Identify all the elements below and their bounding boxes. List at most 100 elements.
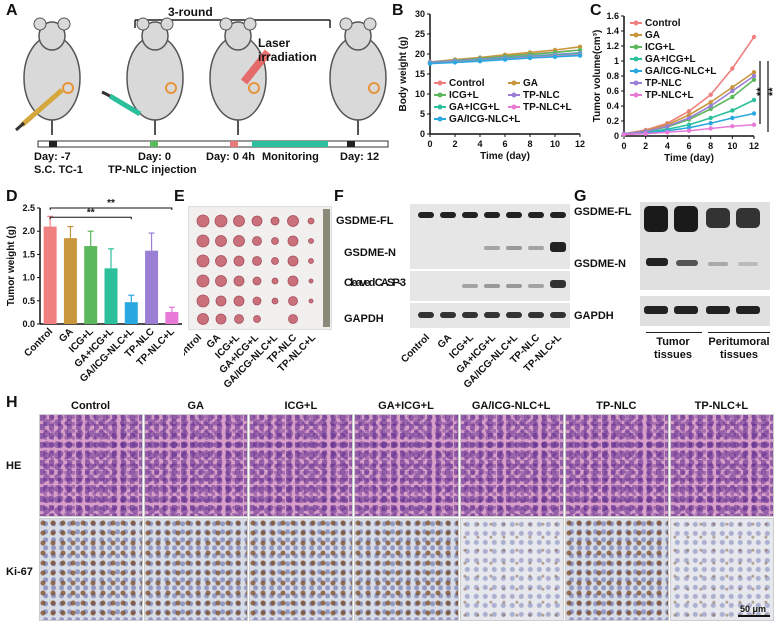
legend-entry: TP-NLC xyxy=(523,90,560,101)
legend-entry: GA+ICG+L xyxy=(449,102,500,113)
significance-mark: ** xyxy=(87,207,95,218)
blot-g-row-gapdh: GAPDH xyxy=(574,310,614,322)
significance-bracket xyxy=(49,216,132,220)
histology-row-he: HE xyxy=(6,460,22,472)
x-tick-label: 8 xyxy=(527,139,532,149)
day12-label: Day: 12 xyxy=(340,151,380,163)
ki67-stain-image xyxy=(249,518,354,621)
he-stain-image xyxy=(144,414,249,517)
legend-entry: ICG+L xyxy=(449,90,479,101)
panel-h-label: H xyxy=(6,394,18,411)
round-label: 3-round xyxy=(168,5,213,19)
panel-a-label: A xyxy=(6,2,18,19)
legend-marker xyxy=(511,92,517,98)
y-tick-label: 1.5 xyxy=(22,249,35,259)
monitoring-label: Monitoring xyxy=(262,151,319,163)
data-point xyxy=(527,55,533,61)
panel-f-label: F xyxy=(334,188,344,205)
ki67-stain-image xyxy=(564,518,669,621)
panel-a-schematic xyxy=(15,17,389,148)
y-tick-label: 10 xyxy=(415,89,425,99)
tumor-photo xyxy=(188,206,332,330)
y-tick-label: 1.4 xyxy=(606,26,619,36)
ki67-stain-image xyxy=(39,518,144,621)
column-header: GA xyxy=(187,400,204,412)
group-label: Control xyxy=(184,334,204,365)
x-tick-label: 2 xyxy=(643,141,648,151)
blot-g-row-gsdme-fl: GSDME-FL xyxy=(574,206,632,218)
column-header: GA/ICG-NLC+L xyxy=(471,400,551,412)
blot-g-row-gsdme-n: GSDME-N xyxy=(574,258,626,270)
legend-marker xyxy=(633,68,639,74)
he-stain-image xyxy=(354,414,459,517)
y-tick-label: 15 xyxy=(415,69,425,79)
legend-entry: GA xyxy=(645,30,660,41)
column-header: TP-NLC xyxy=(596,400,637,412)
legend-entry: GA xyxy=(523,78,538,89)
legend-marker xyxy=(633,32,639,38)
legend-entry: TP-NLC+L xyxy=(523,102,572,113)
scale-bar xyxy=(738,615,770,617)
legend-marker xyxy=(437,92,443,98)
panel-g-label: G xyxy=(574,188,587,205)
y-axis-label: Body weight (g) xyxy=(398,37,409,112)
y-tick-label: 25 xyxy=(415,29,425,39)
y-tick-label: 0 xyxy=(420,129,425,139)
western-blot-g xyxy=(640,202,770,326)
panel-b-label: B xyxy=(392,2,404,19)
blot-f-group-labels: Control GA ICG+L GA+ICG+L GA/ICG-NLC+L TP-NLC… xyxy=(384,332,574,392)
y-tick-label: 0.5 xyxy=(22,296,35,306)
legend-entry: GA/ICG-NLC+L xyxy=(645,66,716,77)
blot-row-gapdh: GAPDH xyxy=(344,313,384,325)
legend-entry: GA+ICG+L xyxy=(645,54,696,65)
day0-4h-label: Day: 0 4h xyxy=(206,151,255,163)
panel-c-label: C xyxy=(590,2,602,19)
legend-entry: GA/ICG-NLC+L xyxy=(449,114,520,125)
y-tick-label: 1 xyxy=(614,56,619,66)
day-minus7-label: Day: -7 xyxy=(34,151,71,163)
x-tick-label: 8 xyxy=(708,141,713,151)
x-tick-label: 4 xyxy=(477,139,482,149)
legend-marker xyxy=(633,20,639,26)
y-tick-label: 0.6 xyxy=(606,86,619,96)
blot-row-cleaved-casp3: Cleaved CASP-3 xyxy=(344,277,406,289)
y-axis-label: Tumor weight (g) xyxy=(6,226,17,306)
injection-label: TP-NLC injection xyxy=(108,164,197,176)
he-stain-image xyxy=(39,414,144,517)
y-tick-label: 2.5 xyxy=(22,203,35,213)
scale-bar-label: 50 μm xyxy=(740,604,767,614)
y-tick-label: 0.2 xyxy=(606,116,619,126)
x-tick-label: 4 xyxy=(665,141,670,151)
panel-d-label: D xyxy=(6,188,18,205)
mouse-1-icon xyxy=(15,17,81,135)
excised-tumors-image xyxy=(196,209,330,327)
legend-marker xyxy=(633,44,639,50)
data-point xyxy=(552,54,558,59)
bar-icg-l xyxy=(84,246,98,324)
tumor-photo-labels-svg: Control GAICG+LGA+ICG+LGA/ICG-NLC+LTP-NLC… xyxy=(171,332,318,390)
x-tick-label: 0 xyxy=(621,141,626,151)
significance-bracket xyxy=(49,207,173,210)
laser-label: Laser irradiation xyxy=(258,36,317,64)
y-tick-label: 20 xyxy=(415,49,425,59)
ki67-stain-image xyxy=(669,518,774,621)
column-header: Control xyxy=(71,400,111,412)
histology-grid xyxy=(38,414,774,622)
legend-marker xyxy=(511,104,517,110)
tumor-tissues-label: Tumor tissues xyxy=(654,336,692,361)
blot-row-gsdme-n: GSDME-N xyxy=(344,247,396,259)
data-point xyxy=(427,61,433,66)
x-tick-label: Control xyxy=(22,326,55,359)
blot-f-row-svg: GSDME-FL GSDME-N Cleaved CASP-3 GAPDH xyxy=(336,215,406,325)
significance-mark: ** xyxy=(107,198,115,209)
column-header: TP-NLC+L xyxy=(694,400,749,412)
y-tick-label: 0 xyxy=(614,131,619,141)
significance-mark: ** xyxy=(767,87,778,96)
y-tick-label: 0.4 xyxy=(606,101,619,111)
x-tick-label: 0 xyxy=(427,139,432,149)
legend-marker xyxy=(633,80,639,86)
bar-tp-nlc xyxy=(145,250,159,324)
bar-tp-nlc-l xyxy=(165,311,179,324)
blot-row-gsdme-fl: GSDME-FL xyxy=(336,215,394,227)
